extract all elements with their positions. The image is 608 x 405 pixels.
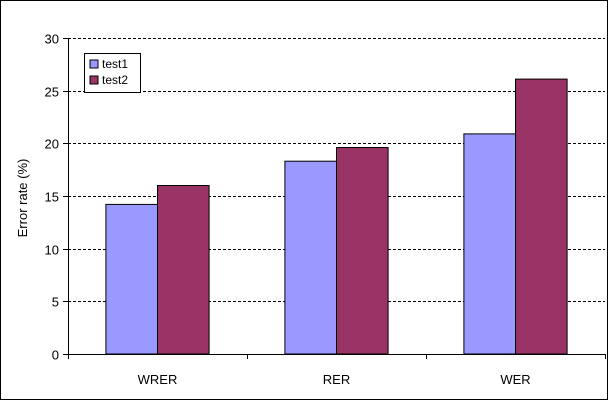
- bar-test2-wer: [515, 78, 568, 355]
- y-tick-label: 20: [45, 137, 59, 152]
- legend: test1 test2: [84, 53, 141, 93]
- x-tick-label: RER: [323, 372, 350, 387]
- y-tick-label: 10: [45, 243, 59, 258]
- y-tick-label: 25: [45, 85, 59, 100]
- y-axis-label: Error rate (%): [15, 159, 30, 238]
- bars: [105, 78, 568, 355]
- y-tick-label: 15: [45, 190, 59, 205]
- x-tick-label: WER: [500, 372, 530, 387]
- y-tick-label: 0: [52, 348, 59, 363]
- tick-labels: 0 5 10 15 20 25 30 WRER RER WER: [45, 32, 531, 388]
- axes: [63, 38, 606, 359]
- legend-swatch: [89, 75, 99, 85]
- legend-swatch: [89, 59, 99, 69]
- bar-test1-wer: [463, 133, 516, 355]
- y-tick-label: 30: [45, 32, 59, 47]
- legend-label: test1: [102, 57, 128, 71]
- bar-test2-wrer: [157, 185, 210, 355]
- bar-test2-rer: [336, 147, 389, 355]
- x-tick-label: WRER: [138, 372, 178, 387]
- bar-test1-wrer: [105, 203, 158, 355]
- bar-test1-rer: [284, 160, 337, 355]
- legend-label: test2: [102, 73, 128, 87]
- y-tick-label: 5: [52, 295, 59, 310]
